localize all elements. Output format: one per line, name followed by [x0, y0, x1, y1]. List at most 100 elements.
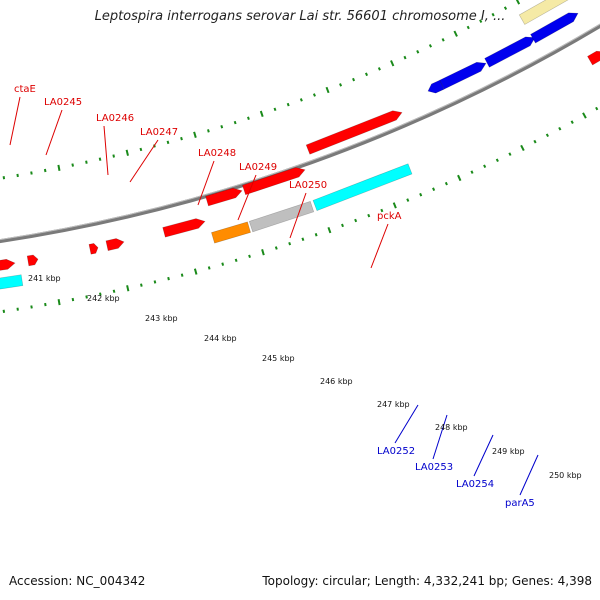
backbone: [0, 23, 600, 244]
inner-tick-row-tick: [57, 164, 61, 171]
inner-tick-row-tick: [479, 19, 483, 23]
gene-features: [0, 0, 600, 291]
feature-pckA: [312, 163, 413, 212]
inner-tick-row-tick: [30, 171, 33, 175]
inner-tick-row-tick: [16, 173, 19, 178]
inner-tick-row-tick: [286, 102, 290, 107]
feature-LA0253: [439, 61, 487, 90]
scale-label: 249 kbp: [492, 447, 525, 456]
inner-tick-row-tick: [273, 107, 277, 112]
feature-LA0254: [484, 36, 536, 68]
outer-tick-row-tick: [234, 258, 238, 263]
inner-tick-row-tick: [491, 12, 495, 17]
outer-tick-row-tick: [367, 213, 371, 218]
feature-LA0247: [105, 238, 125, 251]
feature-LA0249b: [205, 187, 243, 207]
outer-tick-row-tick: [444, 181, 448, 186]
scale-label: 241 kbp: [28, 274, 61, 283]
topology-text: Topology: circular; Length: 4,332,241 bp…: [262, 574, 592, 588]
inner-tick-row-tick: [339, 83, 343, 87]
scale-label: 243 kbp: [145, 314, 178, 323]
inner-tick-row-tick: [312, 93, 316, 97]
inner-tick-row-tick: [166, 140, 170, 145]
gene-label-la0247: LA0247: [140, 127, 178, 138]
outer-tick-row-tick: [261, 249, 265, 256]
inner-tick-row-tick: [71, 163, 74, 167]
outer-tick-row-tick: [288, 241, 292, 246]
feature-pckA-b: [305, 110, 403, 155]
outer-tick-row-tick: [432, 187, 436, 191]
outer-tick-row-tick: [508, 152, 512, 156]
gene-label-la0249: LA0249: [239, 162, 277, 173]
outer-tick-row-tick: [30, 305, 33, 309]
inner-tick-row-tick: [259, 110, 264, 118]
scale-label: 244 kbp: [204, 334, 237, 343]
outer-tick-row-tick: [327, 226, 332, 234]
inner-tick-row-tick: [299, 98, 303, 102]
inner-tick-row-tick: [416, 49, 420, 54]
leader-line-para5: [519, 454, 539, 496]
outer-tick-row-tick: [558, 126, 562, 131]
inner-tick-row-tick: [220, 125, 224, 129]
feature-LA0250: [242, 167, 306, 196]
outer-tick-row-tick: [582, 112, 587, 119]
outer-tick-row-tick: [274, 246, 278, 250]
feature-LA0248: [211, 221, 251, 244]
inner-tick-row-tick: [193, 131, 197, 138]
scale-label: 248 kbp: [435, 423, 468, 432]
outer-tick-row-tick: [221, 262, 225, 266]
gene-label-la0248: LA0248: [198, 148, 236, 159]
inner-tick-row-tick: [112, 154, 115, 158]
scale-label: 247 kbp: [377, 400, 410, 409]
outer-tick-row-tick: [126, 285, 130, 292]
gene-label-la0253: LA0253: [415, 462, 453, 473]
gene-label-la0245: LA0245: [44, 97, 82, 108]
inner-tick-row-tick: [466, 25, 470, 30]
inner-tick-row-tick: [207, 129, 210, 133]
outer-tick-row-tick: [140, 283, 143, 287]
inner-tick-row-tick: [352, 77, 356, 82]
inner-tick-row-tick: [247, 116, 250, 120]
leader-line-la0254: [473, 434, 494, 477]
gene-label-la0250: LA0250: [289, 180, 327, 191]
outer-tick-row-tick: [470, 170, 474, 174]
scale-label: 242 kbp: [87, 294, 120, 303]
gene-label-la0252: LA0252: [377, 446, 415, 457]
inner-tick-row-tick: [180, 136, 183, 141]
leader-line-la0252: [394, 404, 419, 444]
outer-tick-row-tick: [85, 295, 88, 299]
inner-tick-row-tick: [2, 176, 6, 180]
feature-parA5: [518, 0, 576, 25]
outer-tick-row-tick: [354, 218, 358, 223]
outer-tick-row-tick: [153, 280, 157, 284]
outer-tick-row-tick: [533, 139, 537, 144]
leader-line-la0250: [289, 192, 307, 239]
outer-tick-row-tick: [112, 289, 116, 293]
scale-label: 250 kbp: [549, 471, 582, 480]
outer-tick-row-tick: [248, 254, 251, 259]
outer-tick-row-tick: [71, 297, 75, 302]
outer-tick-row-tick: [392, 202, 397, 209]
inner-tick-row-tick: [441, 38, 445, 42]
feature-LA0247a: [88, 243, 99, 255]
inner-tick-row-tick: [139, 147, 143, 152]
gene-label-la0254: LA0254: [456, 479, 494, 490]
feature-LA0249: [248, 200, 315, 233]
outer-tick-row-tick: [341, 223, 344, 228]
outer-tick-row-tick: [180, 273, 184, 277]
outer-tick-row-tick: [419, 192, 423, 197]
accession-text: Accession: NC_004342: [9, 574, 146, 588]
inner-tick-row-tick: [515, 0, 521, 5]
leader-line-la0247: [129, 139, 159, 183]
feature-ctaE: [0, 274, 24, 291]
backbone-line: [0, 23, 600, 244]
outer-tick-row-tick: [570, 120, 574, 124]
leader-line-la0248: [197, 160, 215, 206]
outer-tick-row-tick: [380, 208, 384, 213]
leader-line-ctae: [9, 96, 21, 146]
outer-tick-row-tick: [44, 302, 47, 307]
inner-tick-row-tick: [428, 44, 433, 48]
feature-LA0252: [427, 79, 445, 94]
feature-LA0255: [530, 12, 579, 44]
